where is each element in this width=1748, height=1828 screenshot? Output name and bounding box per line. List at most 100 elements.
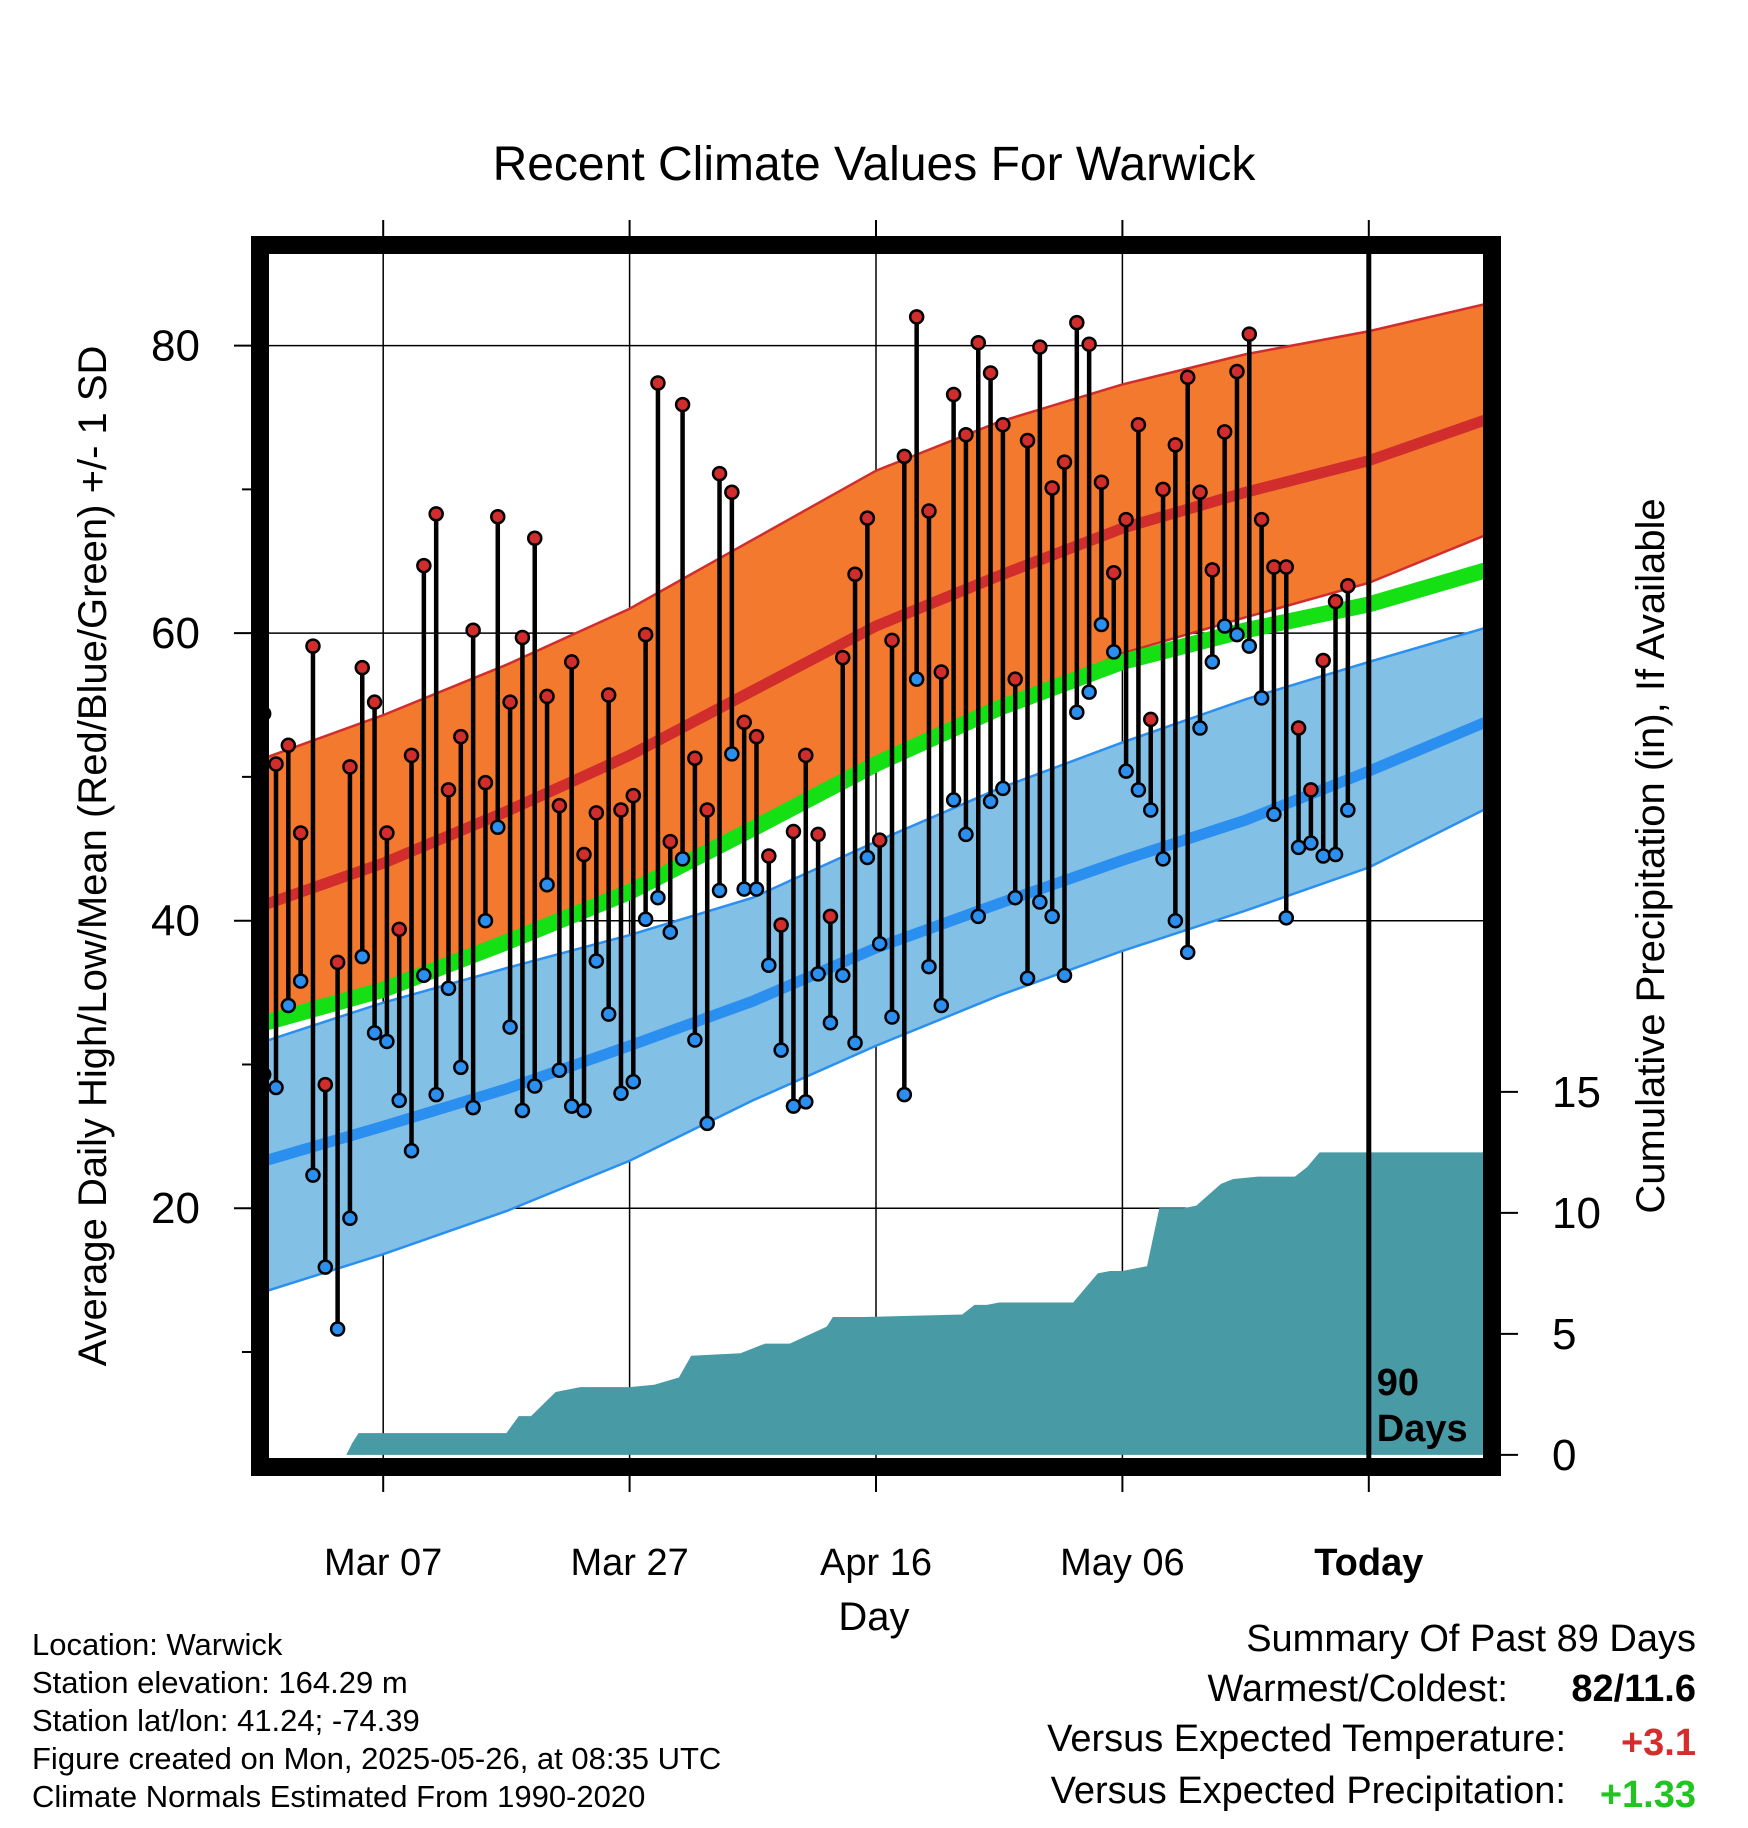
daily-low-point — [1179, 944, 1196, 961]
daily-low-point — [921, 958, 937, 975]
daily-high-point — [465, 622, 481, 639]
y2-axis-label: Cumulative Precipitation (in), If Availa… — [1629, 498, 1673, 1213]
daily-low-point — [822, 1015, 839, 1031]
summary-warmest-label: Warmest/Coldest: — [1207, 1668, 1508, 1710]
y-tick-label: 60 — [151, 609, 200, 658]
x-axis-ticks: Mar 07 Mar 27 Apr 16 May 06 Today — [324, 220, 1423, 1584]
daily-high-point — [674, 396, 691, 413]
daily-low-point — [1106, 644, 1122, 660]
daily-high-point — [908, 309, 925, 325]
daily-high-point — [1229, 363, 1245, 380]
daily-low-point — [1354, 0, 1367, 7]
daily-high-point — [810, 826, 826, 843]
daily-low-point — [834, 967, 851, 984]
daily-low-point — [292, 973, 309, 989]
daily-low-point — [1290, 839, 1307, 856]
info-latlon: Station lat/lon: 41.24; -74.39 — [32, 1703, 420, 1738]
daily-high-point — [933, 664, 950, 680]
daily-high-point — [391, 921, 407, 938]
daily-low-point — [588, 953, 605, 969]
daily-low-point — [1118, 763, 1134, 779]
daily-low-point — [798, 1094, 814, 1110]
daily-low-point — [465, 1099, 481, 1116]
daily-low-point — [354, 948, 371, 965]
daily-low-point — [711, 882, 728, 899]
daily-low-point — [1007, 889, 1023, 906]
daily-low-point — [625, 1073, 642, 1090]
daily-low-point — [1056, 967, 1073, 984]
daily-values-layer — [260, 0, 1367, 1337]
daily-high-point — [1118, 511, 1134, 528]
daily-low-point — [613, 1085, 629, 1101]
daily-low-point — [970, 908, 987, 925]
daily-high-point — [896, 448, 913, 465]
daily-high-point — [859, 510, 876, 526]
x-tick-label: Today — [1314, 1542, 1423, 1584]
daily-high-point — [305, 638, 321, 654]
daily-high-point — [576, 846, 592, 863]
daily-low-point — [1266, 806, 1282, 823]
daily-high-point — [761, 848, 777, 864]
daily-high-point — [1303, 782, 1319, 798]
daily-low-point — [514, 1102, 531, 1119]
daily-low-point — [1303, 835, 1319, 851]
daily-high-point — [736, 714, 752, 731]
daily-high-point — [1315, 652, 1331, 669]
period-label: Days — [1377, 1408, 1468, 1450]
daily-low-point — [958, 826, 974, 843]
daily-high-point — [292, 825, 309, 841]
period-label: 90 — [1377, 1362, 1419, 1404]
daily-low-point — [847, 1035, 863, 1051]
daily-high-point — [1290, 720, 1307, 736]
daily-low-point — [403, 1142, 420, 1159]
daily-low-point — [1229, 626, 1245, 643]
daily-low-point — [1315, 848, 1331, 864]
summary-warmest-value: 82/11.6 — [1571, 1668, 1696, 1710]
summary-temp-label: Versus Expected Temperature: — [1047, 1718, 1566, 1760]
x-axis-label: Day — [838, 1595, 909, 1639]
daily-high-point — [403, 747, 420, 764]
x-tick-label: Mar 07 — [324, 1542, 442, 1584]
x-tick-label: May 06 — [1060, 1542, 1185, 1584]
info-location: Location: Warwick — [32, 1627, 283, 1662]
daily-low-point — [896, 1086, 913, 1103]
daily-low-point — [416, 967, 432, 984]
daily-high-point — [699, 802, 715, 818]
daily-high-point — [1130, 416, 1147, 433]
daily-high-point — [798, 747, 814, 764]
daily-high-point — [1056, 454, 1073, 470]
daily-low-point — [366, 1025, 383, 1041]
daily-low-point — [551, 1062, 568, 1078]
daily-high-point — [637, 626, 654, 643]
y2-tick-label: 15 — [1552, 1068, 1601, 1117]
daily-low-point — [1032, 894, 1048, 910]
daily-high-point — [822, 908, 839, 925]
daily-high-point — [416, 557, 432, 574]
daily-low-point — [1167, 912, 1184, 929]
daily-high-point — [563, 654, 580, 670]
daily-low-point — [1019, 970, 1036, 986]
daily-high-point — [453, 728, 469, 745]
daily-high-point — [1081, 336, 1097, 352]
daily-low-point — [477, 912, 494, 929]
info-elevation: Station elevation: 164.29 m — [32, 1665, 408, 1700]
daily-low-point — [268, 1079, 284, 1096]
daily-high-point — [1093, 474, 1110, 490]
normal-high-line — [260, 412, 1492, 912]
daily-low-point — [859, 849, 876, 866]
daily-low-point — [490, 819, 506, 835]
daily-high-point — [724, 484, 740, 501]
daily-low-point — [687, 1032, 703, 1048]
daily-high-point — [970, 335, 987, 351]
daily-high-point — [477, 774, 494, 791]
daily-high-point — [871, 832, 888, 848]
summary-title: Summary Of Past 89 Days — [1246, 1618, 1696, 1660]
y2-tick-label: 10 — [1552, 1189, 1601, 1238]
daily-low-point — [773, 1042, 789, 1058]
daily-high-point — [539, 688, 555, 705]
daily-high-point — [1327, 593, 1344, 610]
daily-high-point — [1142, 711, 1159, 728]
daily-high-point — [342, 759, 358, 775]
daily-high-point — [366, 694, 383, 710]
daily-high-point — [1241, 326, 1258, 342]
